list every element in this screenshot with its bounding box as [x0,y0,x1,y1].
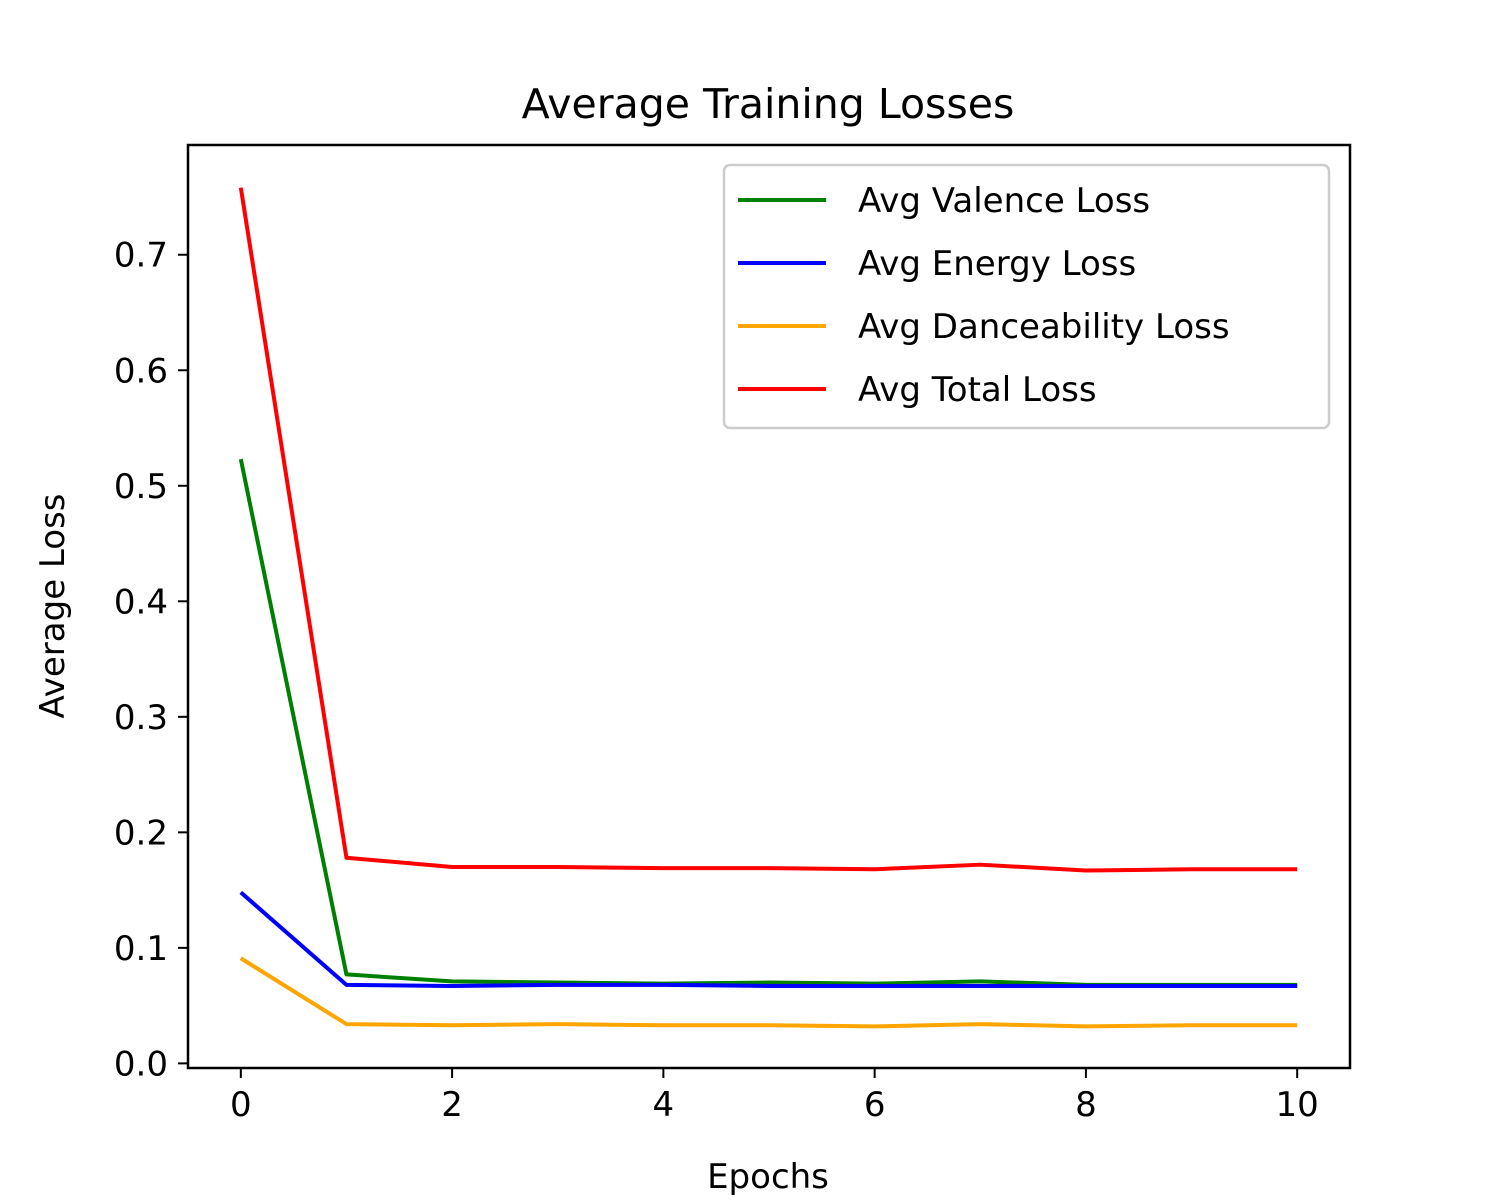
legend-items: Avg Valence Loss Avg Energy Loss Avg Dance… [738,181,1230,410]
x-tick-label: 6 [864,1085,886,1125]
x-tick-label: 8 [1075,1085,1097,1125]
y-tick-label: 0.4 [114,582,168,622]
y-tick-label: 0.5 [114,467,168,507]
legend-entry-label: Avg Danceability Loss [858,307,1230,347]
legend-entry-label: Avg Energy Loss [858,244,1136,284]
y-tick-label: 0.1 [114,929,168,969]
series-line-3 [239,956,1298,1029]
x-axis-ticks: 0 2 4 6 8 10 [230,1068,1319,1125]
plot-frame [186,143,1352,1070]
x-axis-label: Epochs [707,1157,829,1197]
plot-lines [238,187,1298,1029]
chart-title: Average Training Losses [522,80,1015,128]
legend: Avg Valence Loss Avg Energy Loss Avg Dance… [722,163,1331,430]
legend-entry-label: Avg Valence Loss [858,181,1150,221]
legend-entry-label: Avg Total Loss [858,370,1097,410]
y-tick-label: 0.7 [114,236,168,276]
series-line-4 [238,187,1298,873]
x-tick-label: 2 [441,1085,463,1125]
x-tick-label: 10 [1276,1085,1319,1125]
x-tick-label: 4 [653,1085,675,1125]
y-axis-ticks: 0.0 0.1 0.2 0.3 0.4 0.5 0.6 0.7 [114,236,188,1084]
y-tick-label: 0.6 [114,351,168,391]
series-line-2 [239,890,1298,988]
legend-box [722,163,1331,430]
y-tick-label: 0.3 [114,698,168,738]
x-tick-label: 0 [230,1085,252,1125]
y-axis-label: Average Loss [33,493,73,718]
y-tick-label: 0.2 [114,813,168,853]
y-tick-label: 0.0 [114,1044,168,1084]
